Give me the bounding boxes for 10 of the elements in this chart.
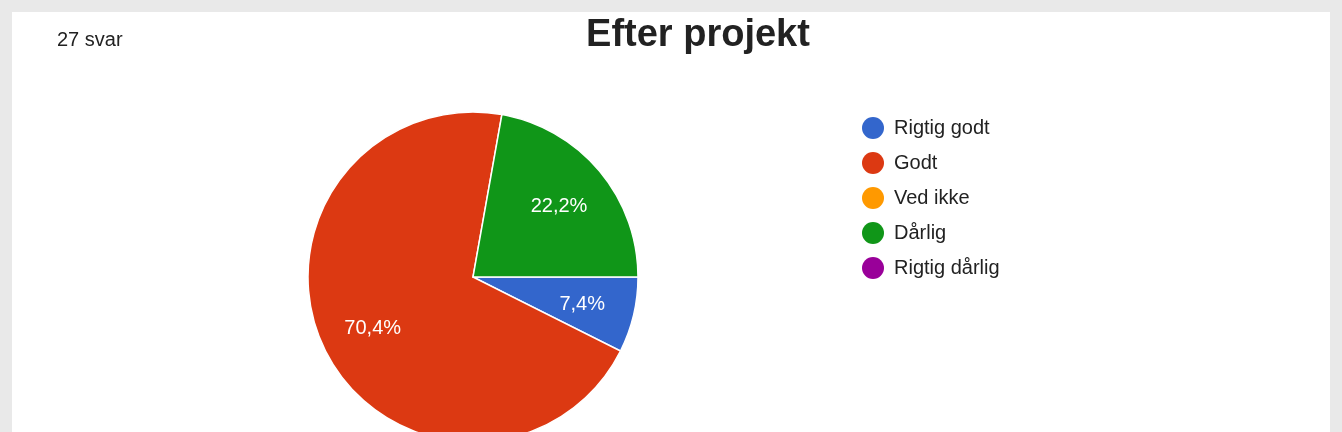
legend-label: Rigtig dårlig — [894, 256, 1000, 279]
legend-label: Godt — [894, 151, 938, 174]
data-label: 22,2% — [530, 193, 588, 216]
legend-label: Ved ikke — [894, 186, 970, 209]
chart-title: Efter projekt — [586, 12, 810, 54]
text: 27 svar — [57, 28, 123, 51]
data-label: 7,4% — [559, 291, 606, 314]
legend-label: Dårlig — [894, 221, 947, 244]
legend-label: Rigtig godt — [894, 116, 990, 139]
data-label: 70,4% — [344, 316, 402, 339]
